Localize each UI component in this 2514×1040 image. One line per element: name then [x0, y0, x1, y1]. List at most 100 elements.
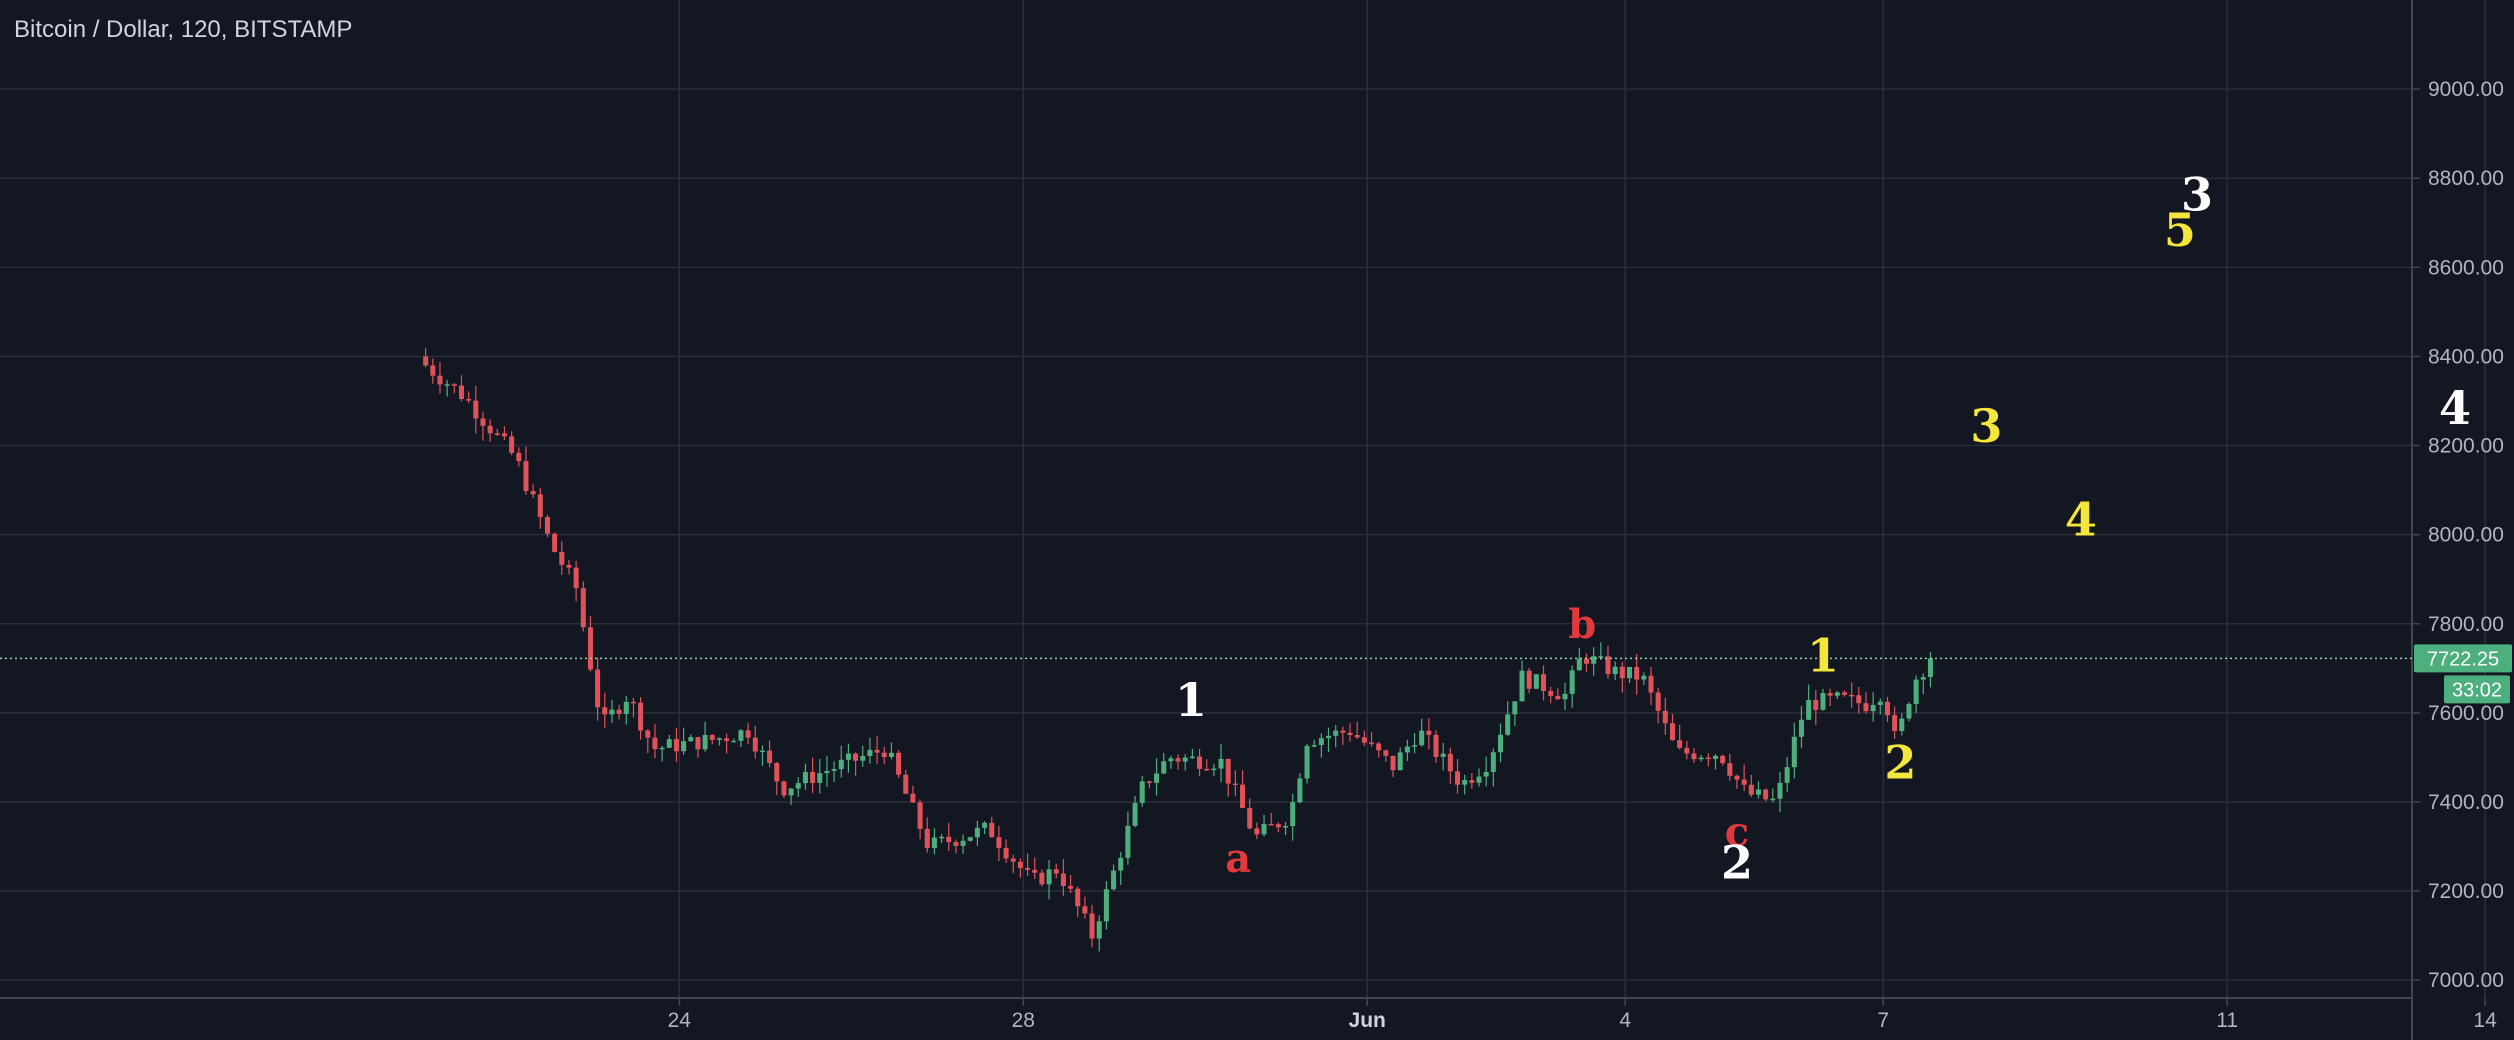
candle-body[interactable]: [1218, 758, 1224, 769]
candle-body[interactable]: [1297, 778, 1303, 803]
candle-body[interactable]: [1655, 692, 1661, 711]
candle-body[interactable]: [1562, 693, 1568, 700]
candle-body[interactable]: [1634, 666, 1640, 680]
candle-body[interactable]: [953, 842, 959, 846]
candle-body[interactable]: [716, 738, 722, 740]
candle-body[interactable]: [946, 836, 952, 843]
candle-body[interactable]: [1727, 763, 1733, 776]
candle-body[interactable]: [1820, 693, 1826, 710]
candle-body[interactable]: [423, 356, 429, 366]
time-axis[interactable]: 2428Jun47111418212528: [668, 998, 2514, 1032]
candle-body[interactable]: [767, 750, 773, 764]
candle-body[interactable]: [1598, 656, 1604, 658]
candle-body[interactable]: [1247, 807, 1253, 829]
candle-body[interactable]: [1075, 888, 1081, 907]
candle-body[interactable]: [1261, 824, 1267, 835]
candle-body[interactable]: [795, 783, 801, 789]
candle-body[interactable]: [967, 837, 973, 841]
candle-body[interactable]: [1884, 701, 1890, 716]
candle-body[interactable]: [1053, 869, 1059, 874]
candle-body[interactable]: [781, 781, 787, 796]
candle-body[interactable]: [996, 837, 1002, 848]
candle-body[interactable]: [494, 433, 500, 435]
candle-body[interactable]: [1827, 693, 1833, 696]
candle-body[interactable]: [1326, 735, 1332, 739]
candle-body[interactable]: [1870, 704, 1876, 712]
candle-body[interactable]: [466, 398, 472, 401]
candle-body[interactable]: [1333, 730, 1339, 736]
candle-body[interactable]: [480, 418, 486, 426]
candle-body[interactable]: [602, 707, 608, 715]
candle-body[interactable]: [1311, 745, 1317, 747]
candle-body[interactable]: [1856, 695, 1862, 704]
candle-body[interactable]: [1541, 674, 1547, 691]
candle-body[interactable]: [1240, 784, 1246, 808]
candle-body[interactable]: [1712, 755, 1718, 759]
candle-body[interactable]: [552, 533, 558, 552]
candle-body[interactable]: [989, 822, 995, 838]
candle-body[interactable]: [1483, 771, 1489, 777]
candle-body[interactable]: [1426, 730, 1432, 735]
candle-body[interactable]: [1548, 690, 1554, 696]
candle-body[interactable]: [1361, 737, 1367, 743]
candle-body[interactable]: [1304, 745, 1310, 779]
candle-body[interactable]: [1641, 675, 1647, 680]
price-axis[interactable]: 9000.00 8800.00 8600.00 8400.00 8200.00 8000.…: [2412, 78, 2512, 992]
candle-body[interactable]: [1498, 734, 1504, 753]
candle-body[interactable]: [1469, 780, 1475, 783]
candle-body[interactable]: [888, 752, 894, 758]
candle-body[interactable]: [910, 793, 916, 803]
candle-body[interactable]: [444, 384, 450, 386]
candle-body[interactable]: [1555, 695, 1561, 700]
candle-body[interactable]: [1777, 782, 1783, 799]
candle-body[interactable]: [1791, 736, 1797, 768]
candle-body[interactable]: [903, 774, 909, 794]
candle-body[interactable]: [881, 752, 887, 758]
candlestick-series[interactable]: [423, 347, 1933, 952]
candle-body[interactable]: [1111, 870, 1117, 890]
candle-body[interactable]: [1741, 779, 1747, 785]
candle-body[interactable]: [702, 734, 708, 750]
candle-body[interactable]: [1677, 740, 1683, 748]
candle-body[interactable]: [752, 737, 758, 752]
candle-body[interactable]: [688, 737, 694, 742]
candle-body[interactable]: [1849, 694, 1855, 697]
candle-body[interactable]: [1232, 783, 1238, 786]
candle-body[interactable]: [824, 770, 830, 774]
candle-body[interactable]: [1877, 701, 1883, 705]
candle-body[interactable]: [1447, 753, 1453, 772]
candle-body[interactable]: [1612, 666, 1618, 675]
candle-body[interactable]: [580, 588, 586, 628]
candle-body[interactable]: [1813, 699, 1819, 710]
candle-body[interactable]: [487, 425, 493, 434]
candle-body[interactable]: [731, 740, 737, 743]
candle-body[interactable]: [1698, 757, 1704, 760]
candle-body[interactable]: [1684, 747, 1690, 754]
candle-body[interactable]: [1197, 756, 1203, 769]
candle-body[interactable]: [802, 771, 808, 784]
candle-body[interactable]: [1017, 861, 1023, 869]
candle-body[interactable]: [1404, 746, 1410, 753]
candle-body[interactable]: [1569, 670, 1575, 694]
candle-body[interactable]: [1189, 756, 1195, 759]
candle-body[interactable]: [939, 836, 945, 839]
candle-body[interactable]: [1046, 869, 1052, 885]
candle-body[interactable]: [1125, 825, 1131, 858]
candle-body[interactable]: [1161, 761, 1167, 774]
candle-body[interactable]: [501, 433, 507, 437]
candle-body[interactable]: [1146, 781, 1152, 783]
candle-body[interactable]: [1591, 656, 1597, 664]
candle-body[interactable]: [1648, 675, 1654, 693]
candle-body[interactable]: [845, 753, 851, 760]
candle-body[interactable]: [1770, 798, 1776, 801]
candle-body[interactable]: [616, 709, 622, 714]
candle-body[interactable]: [788, 788, 794, 796]
candle-body[interactable]: [1068, 886, 1074, 889]
candle-body[interactable]: [1340, 730, 1346, 733]
candle-body[interactable]: [695, 737, 701, 750]
candle-body[interactable]: [1920, 677, 1926, 680]
candle-body[interactable]: [817, 773, 823, 783]
candle-body[interactable]: [1841, 692, 1847, 695]
candle-body[interactable]: [1583, 658, 1590, 664]
candle-body[interactable]: [1010, 858, 1016, 862]
